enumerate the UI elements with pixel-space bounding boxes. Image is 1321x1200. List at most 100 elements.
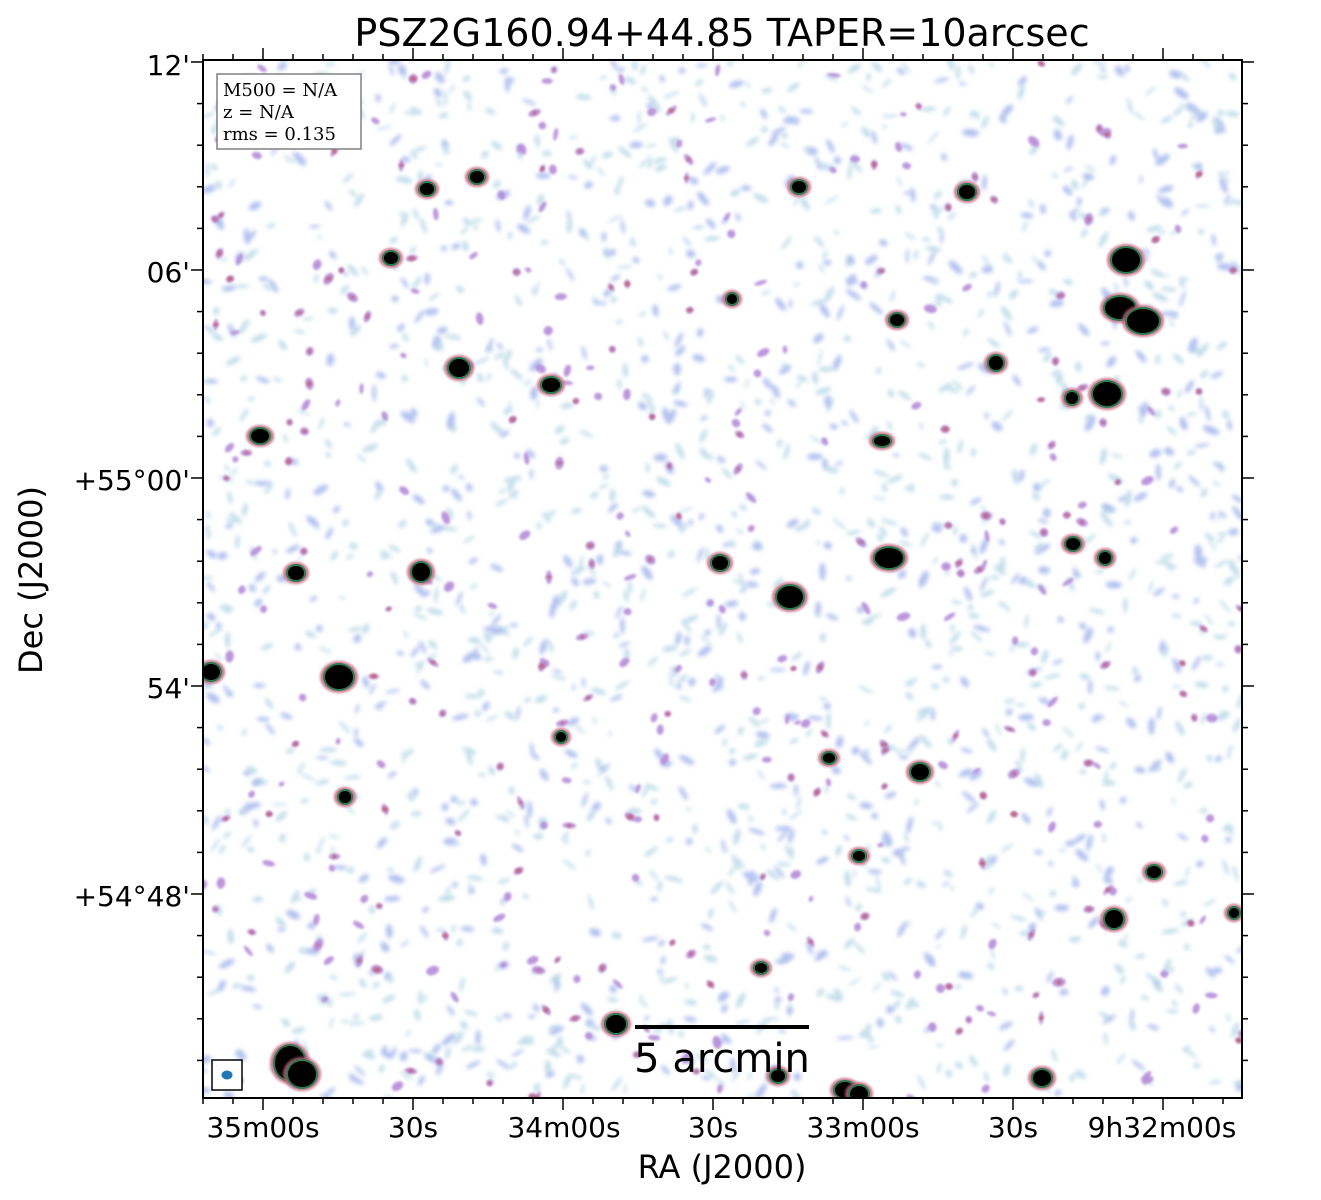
noise-blob [1102,779,1116,786]
noise-blob [421,70,432,80]
noise-blob [444,200,454,206]
noise-blob [243,802,261,810]
noise-blob [215,622,222,629]
noise-peak [331,148,337,154]
noise-blob [737,726,744,736]
noise-blob [899,755,909,760]
noise-blob [535,364,547,374]
radio-source [1100,906,1128,932]
noise-blob [717,1079,726,1089]
noise-peak [880,742,888,747]
noise-peak [1063,513,1071,517]
noise-blob [904,677,918,686]
noise-blob [608,502,618,513]
noise-blob [753,369,762,378]
noise-blob [1232,718,1241,733]
noise-blob [1200,370,1209,379]
noise-blob [895,1015,902,1024]
noise-blob [441,803,449,811]
noise-blob [881,482,888,493]
noise-blob [976,111,980,120]
noise-blob [623,589,629,603]
noise-blob [876,874,881,893]
noise-peak [1086,218,1092,221]
noise-blob [403,631,408,638]
noise-blob [1178,277,1189,281]
noise-blob [401,375,408,382]
noise-blob [408,1049,423,1053]
noise-blob [1044,673,1061,680]
noise-blob [1018,76,1027,87]
noise-blob [389,134,402,146]
noise-blob [1199,395,1203,412]
noise-blob [1110,453,1124,459]
noise-blob [428,640,438,650]
noise-blob [445,1046,451,1059]
noise-peak [307,381,312,387]
noise-blob [566,267,575,282]
noise-blob [846,812,850,820]
noise-blob [722,738,728,747]
noise-blob [250,333,268,343]
noise-blob [456,938,464,947]
noise-blob [1206,814,1215,823]
noise-blob [755,731,770,739]
noise-blob [615,540,622,548]
noise-blob [622,363,629,378]
noise-blob [744,378,749,389]
noise-blob [824,395,832,408]
noise-blob [1066,134,1074,150]
noise-blob [1172,999,1177,1008]
noise-blob [867,869,882,875]
noise-blob [411,275,422,290]
noise-blob [1099,447,1107,465]
noise-blob [229,512,243,525]
noise-blob [1065,840,1076,847]
noise-peak [1006,727,1013,731]
noise-blob [642,490,656,498]
noise-blob [834,461,844,467]
noise-blob [615,680,630,691]
noise-blob [1227,825,1234,834]
noise-blob [438,112,449,119]
noise-blob [678,649,692,657]
noise-blob [871,61,883,73]
noise-blob [377,418,384,427]
noise-blob [1166,1009,1179,1014]
noise-blob [420,679,430,690]
noise-blob [728,867,735,876]
noise-blob [1206,713,1218,723]
noise-blob [925,246,942,252]
noise-blob [475,312,484,326]
noise-blob [560,403,574,409]
noise-blob [1079,770,1087,774]
noise-peak [1163,389,1169,394]
noise-blob [516,223,531,234]
noise-blob [774,996,782,1003]
noise-blob [1184,380,1195,394]
noise-blob [757,348,770,358]
axis-ticks [191,48,1254,1110]
noise-blob [938,439,948,445]
noise-blob [976,1004,984,1012]
noise-blob [608,730,612,737]
noise-blob [1138,875,1142,885]
noise-blob [896,67,905,75]
noise-peak [1179,692,1187,696]
noise-blob [771,384,780,399]
noise-blob [348,1021,365,1026]
noise-blob [887,474,904,483]
noise-peak [219,212,223,218]
radio-source [984,352,1008,374]
noise-blob [819,303,830,318]
noise-blob [600,75,607,80]
noise-blob [374,489,382,501]
noise-blob [1012,374,1021,386]
noise-blob [243,228,251,245]
noise-peak [1097,126,1102,131]
noise-blob [1174,224,1182,233]
noise-blob [617,378,622,390]
noise-peak [513,270,520,274]
noise-peak [223,476,230,480]
noise-blob [800,196,810,211]
